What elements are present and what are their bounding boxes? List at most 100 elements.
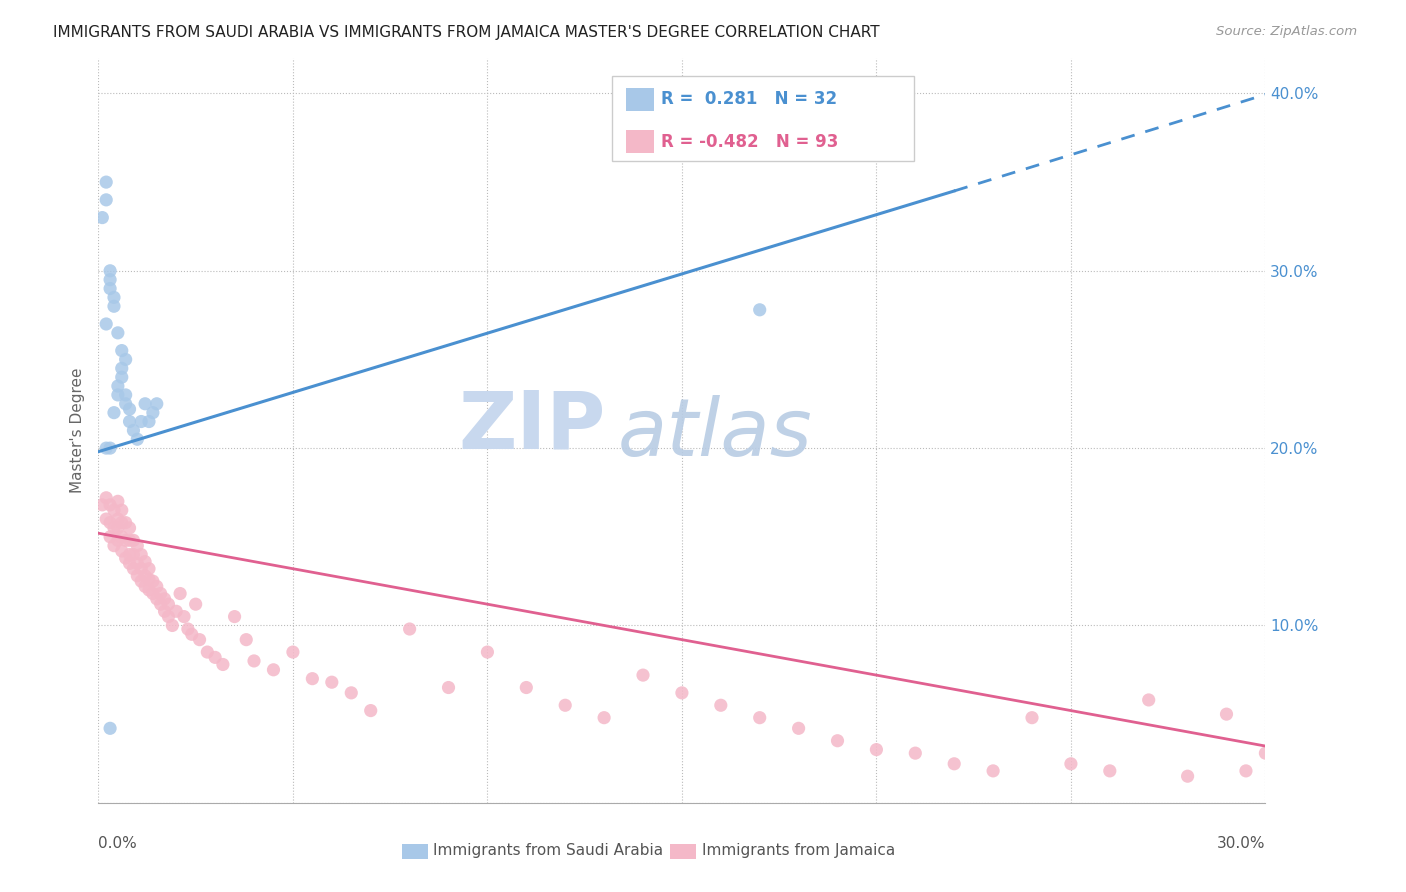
Point [235,632,257,647]
Point [1215,707,1237,722]
Point [827,733,849,747]
Text: 0.0%: 0.0% [98,837,138,851]
Point [111,530,134,544]
Point [1137,693,1160,707]
Text: R =  0.281   N = 32: R = 0.281 N = 32 [661,90,837,109]
Point [107,512,129,526]
Point [107,379,129,393]
Text: R = -0.482   N = 93: R = -0.482 N = 93 [661,133,838,151]
Point [710,698,733,713]
Point [129,415,152,429]
Point [98,721,121,735]
Point [671,686,693,700]
Point [146,397,169,411]
Point [98,441,121,455]
Point [981,764,1004,778]
Point [118,557,141,571]
Point [103,406,125,420]
Point [1254,746,1277,760]
Point [98,273,121,287]
Point [111,361,134,376]
Point [153,591,176,606]
Point [173,609,195,624]
Point [107,388,129,402]
Point [477,645,499,659]
Point [103,539,125,553]
Point [1177,769,1199,783]
Point [98,516,121,530]
Point [98,530,121,544]
Point [111,370,134,384]
Point [111,544,134,558]
Point [865,742,887,756]
Point [554,698,576,713]
Point [114,516,136,530]
Point [107,521,129,535]
Point [111,516,134,530]
Point [122,423,145,437]
Point [142,406,165,420]
Text: Source: ZipAtlas.com: Source: ZipAtlas.com [1216,25,1357,38]
Point [127,539,149,553]
Text: Immigrants from Saudi Arabia: Immigrants from Saudi Arabia [433,843,664,858]
Bar [402,844,427,859]
Point [98,498,121,512]
Point [243,654,266,668]
Point [91,211,114,225]
Point [515,681,537,695]
Point [212,657,235,672]
Point [107,326,129,340]
Point [96,491,118,505]
Point [114,533,136,548]
Point [103,503,125,517]
Point [142,586,165,600]
Point [437,681,460,695]
Point [165,604,187,618]
Point [118,402,141,417]
Point [1098,764,1121,778]
Point [149,597,172,611]
Point [96,317,118,331]
Point [904,746,927,760]
Point [1060,756,1083,771]
Point [204,650,226,665]
Text: atlas: atlas [617,395,813,473]
Point [96,441,118,455]
Point [118,415,141,429]
Point [157,597,180,611]
Point [114,397,136,411]
Text: Immigrants from Jamaica: Immigrants from Jamaica [702,843,896,858]
Point [262,663,284,677]
Text: IMMIGRANTS FROM SAUDI ARABIA VS IMMIGRANTS FROM JAMAICA MASTER'S DEGREE CORRELAT: IMMIGRANTS FROM SAUDI ARABIA VS IMMIGRAN… [53,25,880,40]
Point [162,618,184,632]
Point [1234,764,1257,778]
Point [134,579,156,593]
Point [177,622,200,636]
Point [180,627,202,641]
Point [787,721,810,735]
Point [91,498,114,512]
Point [142,574,165,588]
Point [153,604,176,618]
Point [111,503,134,517]
Point [224,609,246,624]
Point [122,548,145,562]
Point [943,756,966,771]
Point [114,352,136,367]
Point [98,264,121,278]
Point [134,569,156,583]
Point [118,548,141,562]
Point [127,432,149,446]
Point [138,582,160,597]
Point [103,521,125,535]
Point [631,668,654,682]
Point [360,704,382,718]
Point [157,609,180,624]
Point [146,579,169,593]
Point [96,175,118,189]
Point [340,686,363,700]
Point [118,521,141,535]
Point [111,343,134,358]
Point [748,711,770,725]
Point [195,645,218,659]
